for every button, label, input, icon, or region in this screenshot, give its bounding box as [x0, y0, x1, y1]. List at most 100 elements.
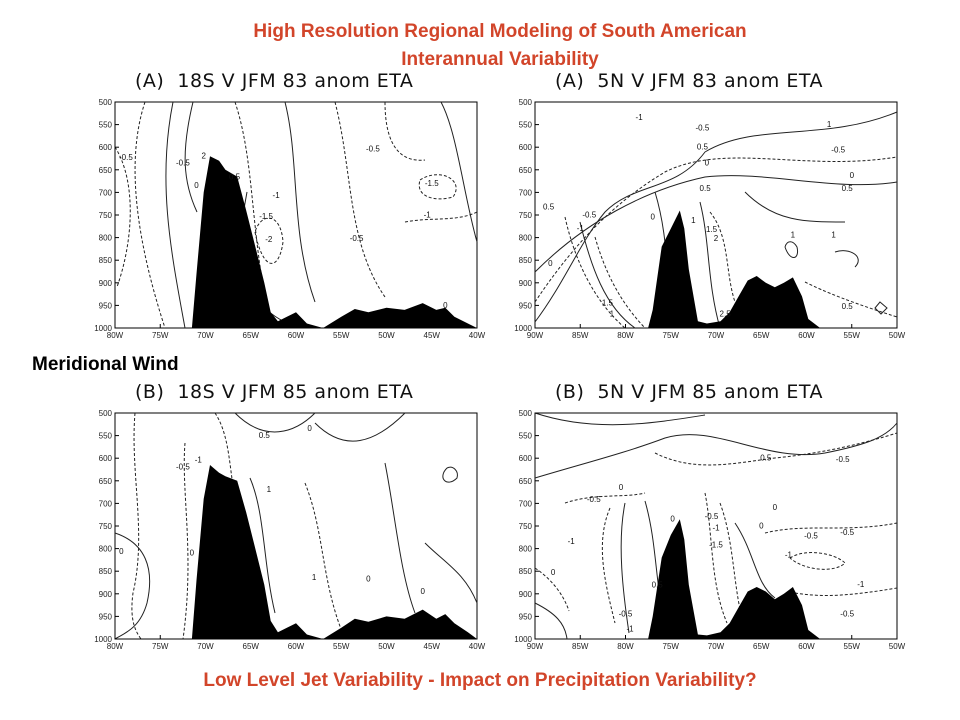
- contour-line: [234, 412, 316, 433]
- contour-label: -1: [785, 551, 793, 560]
- y-tick-label: 800: [99, 545, 113, 554]
- contour-label: 0: [551, 568, 556, 577]
- contour-label: 0.5: [700, 184, 712, 193]
- contour-line: [424, 542, 478, 604]
- y-tick-label: 700: [519, 188, 533, 197]
- contour-label: 0: [119, 547, 124, 556]
- x-tick-label: 60W: [798, 642, 815, 651]
- contour-label: 1: [827, 120, 832, 129]
- contour-line: [734, 522, 776, 599]
- x-tick-label: 55W: [333, 642, 350, 651]
- x-tick-label: 70W: [708, 642, 725, 651]
- y-tick-label: 500: [519, 409, 533, 418]
- y-tick-label: 800: [99, 234, 113, 243]
- contour-label: 2: [201, 152, 206, 161]
- contour-line: [182, 442, 189, 640]
- contour-line: [534, 111, 898, 323]
- contour-label: 0.5: [842, 184, 854, 193]
- contour-line: [784, 241, 799, 258]
- contour-label: -2: [265, 235, 273, 244]
- y-tick-label: 600: [519, 454, 533, 463]
- contour-line: [314, 412, 406, 442]
- contour-line: [249, 477, 276, 614]
- slide-title-line1: High Resolution Regional Modeling of Sou…: [253, 21, 747, 42]
- contour-plot: -0.5 -0.5 2 0 0.5 -1 -1.5 -2 -0.5 -1.5 -1 -0.5 0 80W 7…: [94, 98, 485, 340]
- contour-label: -1: [273, 191, 281, 200]
- contour-label: -0.5: [804, 532, 818, 541]
- meridional-wind-label: Meridional Wind: [32, 354, 179, 375]
- contour-label: 0: [619, 483, 624, 492]
- contour-label: -1.5: [425, 179, 439, 188]
- contour-line: [334, 101, 386, 298]
- y-tick-label: 950: [99, 301, 113, 310]
- x-tick-label: 65W: [243, 331, 260, 340]
- contour-label: -0.5: [582, 210, 596, 219]
- contour-label: 0.5: [697, 143, 709, 152]
- contour-label: -0.5: [176, 463, 190, 472]
- y-tick-label: 900: [519, 590, 533, 599]
- contour-line: [384, 101, 426, 161]
- contour-label: 0: [705, 158, 710, 167]
- contour-label: -1.5: [259, 212, 273, 221]
- contour-label: 0: [420, 587, 425, 596]
- contour-line: [114, 146, 131, 288]
- contour-label: 2.5: [720, 310, 732, 319]
- x-tick-label: 60W: [288, 331, 305, 340]
- contour-line: [534, 422, 898, 479]
- x-tick-label: 75W: [663, 642, 680, 651]
- contour-label: 0: [650, 213, 655, 222]
- contour-line: [131, 412, 142, 640]
- y-tick-label: 800: [519, 545, 533, 554]
- x-tick-label: 45W: [424, 642, 441, 651]
- y-tick-label: 600: [99, 143, 113, 152]
- contour-line: [804, 281, 898, 318]
- contour-label: -0.5: [696, 124, 710, 133]
- contour-label: -1: [857, 580, 865, 589]
- y-tick-label: 550: [99, 432, 113, 441]
- x-tick-label: 50W: [378, 642, 395, 651]
- x-tick-label: 90W: [527, 331, 544, 340]
- panel-title: (B) 18S V JFM 85 anom ETA: [135, 381, 414, 403]
- contour-label: 0: [850, 171, 855, 180]
- contour-label: 1: [267, 485, 272, 494]
- x-tick-label: 65W: [753, 642, 770, 651]
- x-tick-label: 60W: [288, 642, 305, 651]
- contour-label: -1: [626, 624, 634, 633]
- footer-question: Low Level Jet Variability - Impact on Pr…: [203, 670, 757, 691]
- x-tick-label: 50W: [889, 331, 906, 340]
- contour-label: -0.5: [619, 609, 633, 618]
- contour-line: [704, 492, 728, 624]
- contour-label: 0.5: [229, 173, 241, 182]
- x-tick-label: 55W: [333, 331, 350, 340]
- plot-frame: [114, 412, 478, 640]
- y-tick-label: 600: [99, 454, 113, 463]
- x-tick-label: 70W: [197, 331, 214, 340]
- chart-panel-a-5n: (A) 5N V JFM 83 anom ETA -1 -0.5 1 0.5 -0.5 0…: [505, 70, 915, 354]
- contour-label: -0.5: [836, 455, 850, 464]
- contour-line: [284, 101, 316, 303]
- contour-label: 0.5: [652, 581, 664, 590]
- contour-label: 1.5: [706, 225, 718, 234]
- y-tick-label: 1000: [94, 324, 112, 333]
- y-tick-label: 1000: [514, 635, 532, 644]
- y-tick-label: 500: [519, 98, 533, 107]
- contour-line: [564, 216, 626, 329]
- contour-line: [442, 466, 458, 483]
- contour-line: [601, 507, 616, 624]
- panel-title: (A) 18S V JFM 83 anom ETA: [135, 70, 414, 92]
- x-tick-label: 80W: [617, 642, 634, 651]
- x-tick-label: 75W: [152, 331, 169, 340]
- plot-frame: [534, 101, 898, 329]
- contour-line: [165, 101, 186, 329]
- y-tick-label: 850: [519, 256, 533, 265]
- x-tick-label: 75W: [663, 331, 680, 340]
- y-tick-label: 900: [519, 279, 533, 288]
- contour-line: [534, 602, 568, 640]
- terrain-mask: [115, 465, 477, 639]
- contour-line: [254, 217, 284, 264]
- contour-label: -0.5: [176, 158, 190, 167]
- y-tick-label: 650: [99, 477, 113, 486]
- contour-label: 0: [190, 548, 195, 557]
- x-tick-label: 50W: [889, 642, 906, 651]
- contour-line: [440, 101, 478, 243]
